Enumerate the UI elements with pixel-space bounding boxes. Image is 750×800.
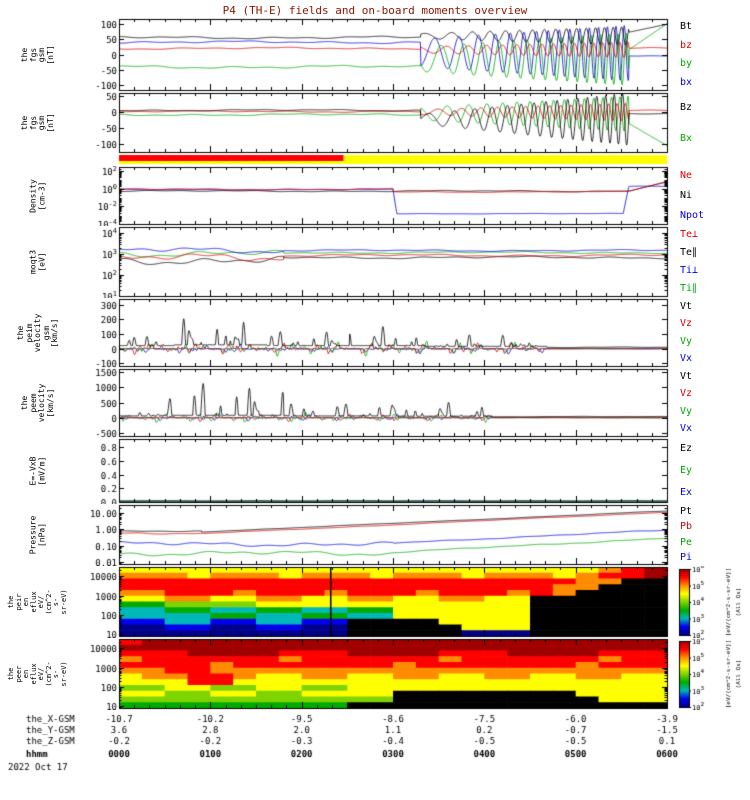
panel-ylabel [0, 154, 75, 166]
peer-spectrogram-canvas [75, 638, 675, 710]
series-label-Ti: Ti∥ [680, 283, 698, 294]
series-label-Bz: Bz [680, 101, 693, 113]
peir-colorbar [675, 566, 750, 638]
panel-ylabel: the peir en eflux eV/ (cm^2- s- sr-eV) [0, 566, 75, 638]
panel-fgs-gsm-1: the fgs gsm [nT] Bt bz by bx [0, 18, 750, 92]
panel-density: Density [cm-3] Ne Ni Npot [0, 166, 750, 226]
series-label-Pi: Pi [680, 552, 693, 564]
series-label-by: by [680, 58, 693, 70]
series-label-Pb: Pb [680, 521, 693, 533]
series-label-bz: bz [680, 39, 693, 51]
e-vxb-series-labels: Ez Ey Ex [675, 438, 750, 504]
panel-peir-spectrogram: the peir en eflux eV/ (cm^2- s- sr-eV) [0, 566, 750, 638]
peim-velocity-series-labels: Vt Vz Vy Vx [675, 298, 750, 368]
series-label-Ez: Ez [680, 443, 693, 454]
ylabel-text: E=-VxB [mV/m] [28, 456, 46, 486]
panel-peer-spectrogram: the peer en eflux eV/ (cm^2- s- sr-eV) [0, 638, 750, 710]
density-canvas [75, 166, 675, 226]
panel-ylabel: the peer en eflux eV/ (cm^2- s- sr-eV) [0, 638, 75, 710]
ylabel-text: the peer en eflux eV/ (cm^2- s- sr-eV) [6, 661, 68, 687]
series-label-Vt: Vt [680, 370, 693, 382]
ylabel-text: the peim velocity gsm [km/s] [15, 313, 59, 353]
series-label-Te: Te∥ [680, 247, 698, 258]
ylabel-text: Pressure [nPa] [28, 515, 46, 555]
fgs-gsm-1-series-labels: Bt bz by bx [675, 18, 750, 92]
themis-overview-plot: P4 (TH-E) fields and on-board moments ov… [0, 4, 750, 782]
moqt3-canvas [75, 226, 675, 298]
ylabel-text: moqt3 [eV] [28, 249, 46, 275]
peim-velocity-canvas [75, 298, 675, 368]
page-title: P4 (TH-E) fields and on-board moments ov… [222, 4, 528, 17]
pressure-canvas [75, 504, 675, 566]
series-label-Pt: Pt [680, 505, 693, 517]
fgs-gsm-2-series-labels: Bz Bx [675, 92, 750, 154]
ylabel-text: the fgs gsm [nT] [19, 45, 55, 65]
peer-colorbar [675, 638, 750, 710]
series-label-Te: Te⊥ [680, 229, 699, 240]
quality-bar-right [675, 154, 750, 166]
panel-fgs-gsm-2: the fgs gsm [nT] Bz Bx [0, 92, 750, 154]
panel-ylabel: the fgs gsm [nT] [0, 18, 75, 92]
density-series-labels: Ne Ni Npot [675, 166, 750, 226]
panel-ylabel: the fgs gsm [nT] [0, 92, 75, 154]
fgs-gsm-2-canvas [75, 92, 675, 154]
panel-ylabel: Density [cm-3] [0, 166, 75, 226]
panel-pressure: Pressure [nPa] Pt Pb Pe Pi [0, 504, 750, 566]
series-label-Bx: Bx [680, 132, 693, 144]
panel-ylabel: the peim velocity gsm [km/s] [0, 298, 75, 368]
series-label-Vx: Vx [680, 353, 693, 365]
series-label-Ti: Ti⊥ [680, 265, 699, 276]
panel-ylabel: the peem velocity [km/s] [0, 368, 75, 438]
series-label-Bt: Bt [680, 21, 693, 33]
panel-ylabel: Pressure [nPa] [0, 504, 75, 566]
panel-quality-bar [0, 154, 750, 166]
fgs-gsm-1-canvas [75, 18, 675, 92]
panel-e-vxb: E=-VxB [mV/m] Ez Ey Ex [0, 438, 750, 504]
series-label-Ex: Ex [680, 487, 693, 498]
moqt3-series-labels: Te⊥ Te∥ Ti⊥ Ti∥ [675, 226, 750, 298]
series-label-Ni: Ni [680, 190, 693, 201]
panel-peem-velocity: the peem velocity [km/s] Vt Vz Vy Vx [0, 368, 750, 438]
series-label-Vy: Vy [680, 335, 693, 347]
e-vxb-canvas [75, 438, 675, 504]
pressure-series-labels: Pt Pb Pe Pi [675, 504, 750, 566]
ylabel-text: the fgs gsm [nT] [19, 113, 55, 133]
time-axis-canvas [0, 710, 750, 782]
quality-bar-canvas [75, 154, 675, 166]
series-label-Ne: Ne [680, 170, 693, 181]
panel-moqt3: moqt3 [eV] Te⊥ Te∥ Ti⊥ Ti∥ [0, 226, 750, 298]
ylabel-text: the peem velocity [km/s] [19, 383, 55, 423]
peem-velocity-canvas [75, 368, 675, 438]
series-label-Npot: Npot [680, 210, 705, 221]
series-label-Vy: Vy [680, 405, 693, 417]
ylabel-text: the peir en eflux eV/ (cm^2- s- sr-eV) [6, 589, 68, 615]
panel-ylabel: E=-VxB [mV/m] [0, 438, 75, 504]
series-label-bx: bx [680, 76, 693, 88]
panel-peim-velocity: the peim velocity gsm [km/s] Vt Vz Vy Vx [0, 298, 750, 368]
peir-spectrogram-canvas [75, 566, 675, 638]
series-label-Vz: Vz [680, 388, 693, 400]
ylabel-text: Density [cm-3] [28, 179, 46, 213]
series-label-Pe: Pe [680, 536, 693, 548]
series-label-Vx: Vx [680, 423, 693, 435]
series-label-Vz: Vz [680, 318, 693, 330]
series-label-Ey: Ey [680, 465, 693, 476]
peem-velocity-series-labels: Vt Vz Vy Vx [675, 368, 750, 438]
series-label-Vt: Vt [680, 300, 693, 312]
panel-ylabel: moqt3 [eV] [0, 226, 75, 298]
